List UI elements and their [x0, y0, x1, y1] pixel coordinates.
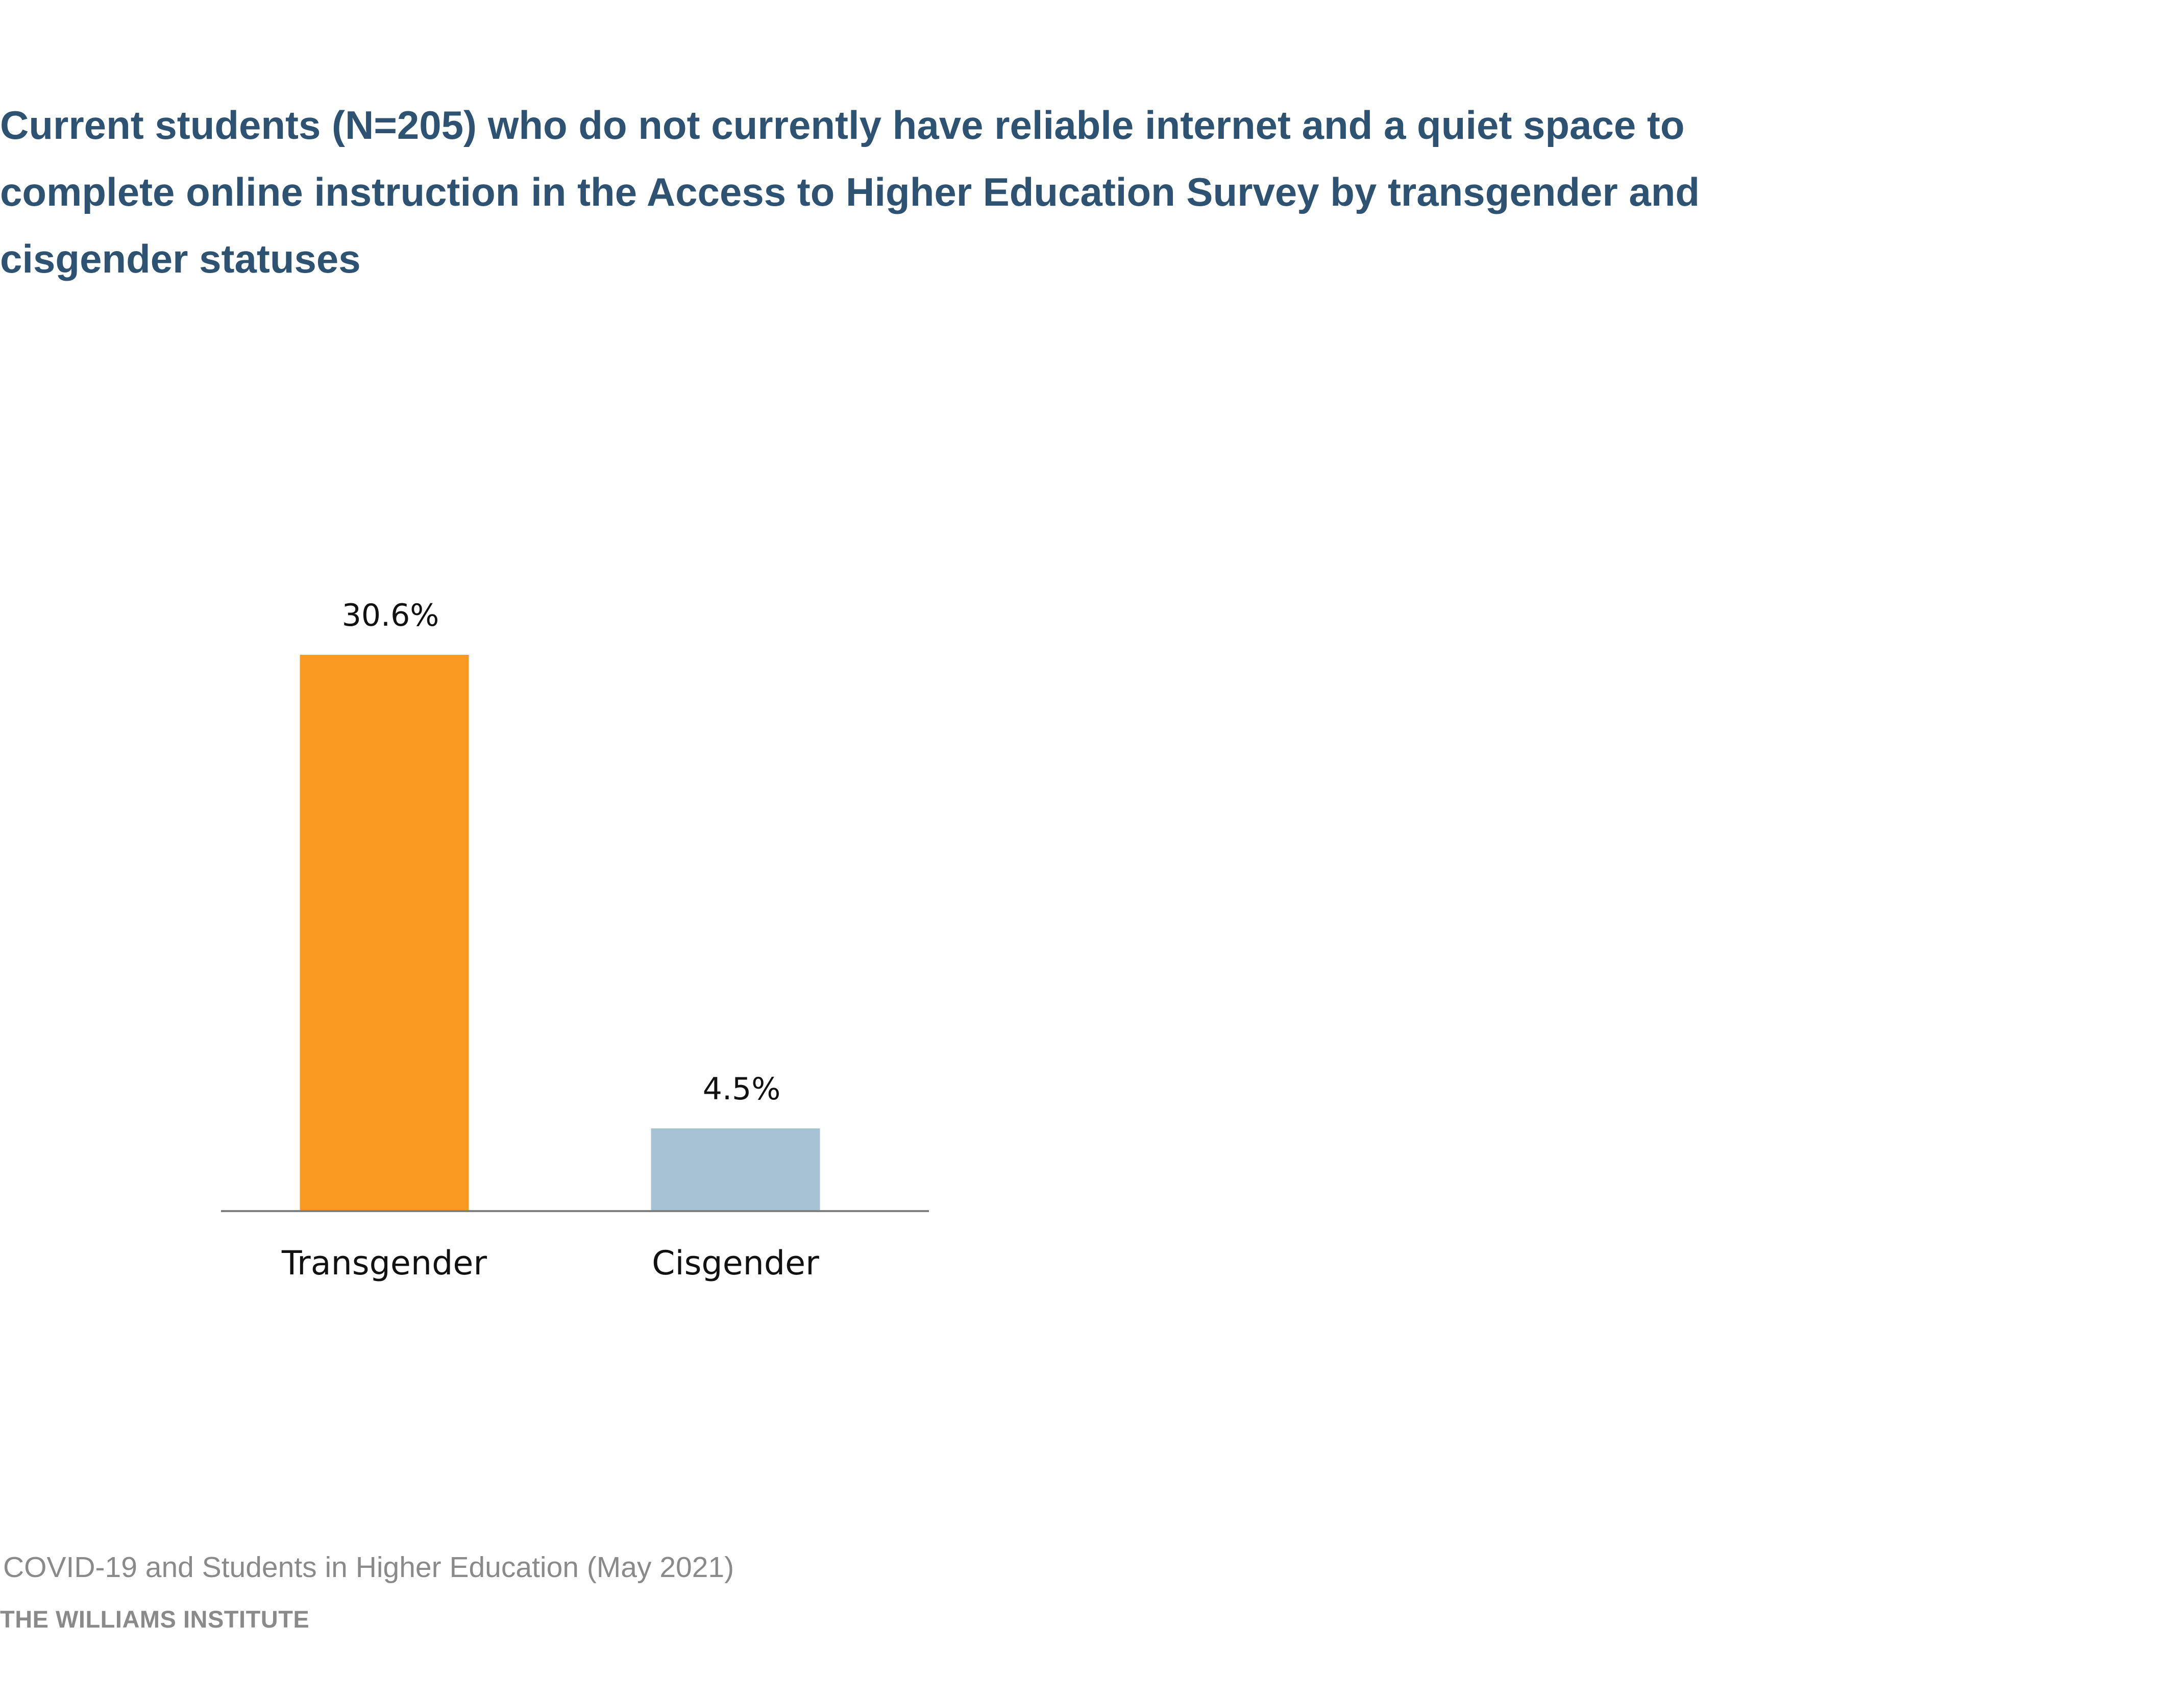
- brand-label: THE WILLIAMS INSTITUTE: [0, 1606, 310, 1633]
- value-label-transgender: 30.6%: [342, 598, 439, 633]
- category-label-transgender: Transgender: [281, 1244, 487, 1283]
- bar-transgender: [300, 655, 469, 1210]
- bar-cisgender: [651, 1128, 820, 1210]
- bars-layer: [300, 655, 820, 1210]
- value-label-cisgender: 4.5%: [703, 1071, 780, 1107]
- labels-layer: 30.6% Transgender 4.5% Cisgender: [281, 598, 819, 1283]
- chart-title: Current students (N=205) who do not curr…: [0, 103, 1700, 281]
- source-note: COVID-19 and Students in Higher Educatio…: [3, 1551, 734, 1584]
- category-label-cisgender: Cisgender: [652, 1244, 819, 1283]
